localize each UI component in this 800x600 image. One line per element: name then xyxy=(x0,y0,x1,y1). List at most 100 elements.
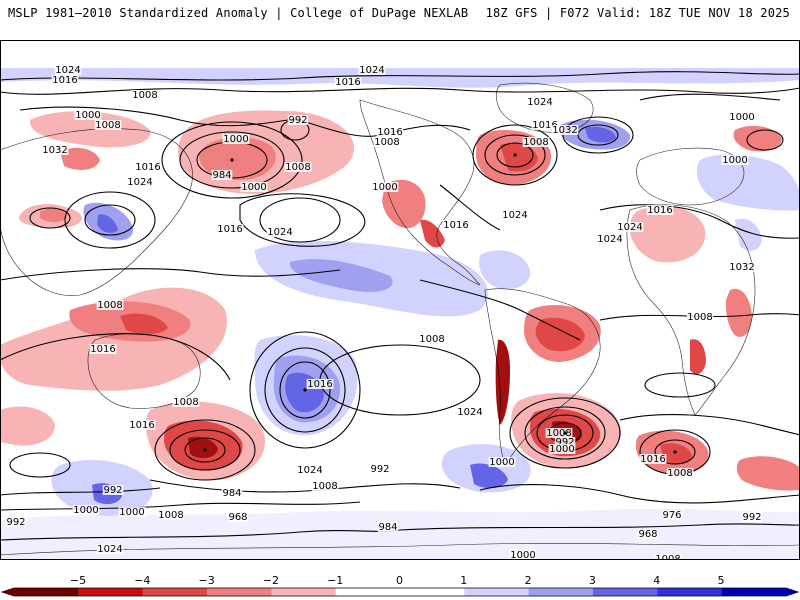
isobar-line xyxy=(0,529,401,541)
negative-anomaly-region xyxy=(495,339,510,425)
isobar-line xyxy=(184,437,226,463)
isobar-label: 1000 xyxy=(240,182,268,193)
isobar-label: 1000 xyxy=(371,182,399,193)
isobar-label: 1000 xyxy=(548,444,576,455)
colorbar-segment xyxy=(335,588,401,596)
isobar-label-bg xyxy=(639,454,667,464)
isobar-label: 1000 xyxy=(488,457,516,468)
isobar-line xyxy=(484,134,546,176)
anomaly-shading xyxy=(0,68,800,560)
isobar-label-bg xyxy=(74,110,102,120)
isobar-label-bg xyxy=(661,510,683,520)
isobar-label: 1008 xyxy=(94,120,122,131)
isobar-label: 1024 xyxy=(296,465,324,476)
isobar-label-text: 1008 xyxy=(95,120,120,131)
negative-anomaly-region xyxy=(0,406,55,446)
isobar-label: 976 xyxy=(661,510,683,521)
isobar-label-text: 1016 xyxy=(377,127,402,138)
continent-outline-north-america xyxy=(359,99,481,286)
isobar-label: 1016 xyxy=(376,127,404,138)
isobar-label-bg xyxy=(5,517,27,527)
negative-anomaly-region xyxy=(660,443,692,465)
isobar-label-text: 1008 xyxy=(546,428,571,439)
isobar-label: 984 xyxy=(377,522,399,533)
pressure-centers xyxy=(203,153,677,454)
isobar-label-text: 976 xyxy=(662,510,681,521)
isobar-label-bg xyxy=(554,437,576,447)
isobar-label: 1024 xyxy=(126,177,154,188)
isobar-label-bg xyxy=(545,428,573,438)
negative-anomaly-region xyxy=(725,288,752,337)
isobar-label-bg xyxy=(637,529,659,539)
isobar-line xyxy=(239,193,366,247)
isobar-label-text: 1000 xyxy=(510,550,535,560)
isobar-label-text: 1032 xyxy=(552,125,577,136)
isobar-label: 984 xyxy=(221,488,243,499)
isobar-label-text: 1024 xyxy=(527,97,552,108)
isobar-label-bg xyxy=(72,505,100,515)
isobar-label-text: 1016 xyxy=(647,205,672,216)
negative-anomaly-region xyxy=(736,456,800,491)
isobar-label-text: 1000 xyxy=(722,155,747,166)
isobar-line xyxy=(29,207,71,229)
isobar-label: 1032 xyxy=(41,145,69,156)
isobar-label: 1000 xyxy=(728,112,756,123)
negative-anomaly-region xyxy=(40,208,68,223)
isobar-label-text: 992 xyxy=(742,512,761,523)
isobar-label-bg xyxy=(41,145,69,155)
isobar-label-bg xyxy=(131,90,159,100)
isobar-label-bg xyxy=(96,300,124,310)
positive-anomaly-region xyxy=(97,214,118,233)
colorbar-tick-label: −1 xyxy=(327,574,343,587)
coastlines xyxy=(0,82,800,556)
isobar-line xyxy=(639,93,781,101)
negative-anomaly-region xyxy=(733,125,782,152)
isobar-label-bg xyxy=(531,120,559,130)
isobar-label-bg xyxy=(522,137,550,147)
isobar-label-text: 1000 xyxy=(223,134,248,145)
colorbar-segments xyxy=(0,587,800,597)
negative-anomaly-region xyxy=(266,111,326,145)
isobar-label: 1008 xyxy=(284,162,312,173)
isobar-label-text: 1008 xyxy=(285,162,310,173)
isobar-label: 1016 xyxy=(134,162,162,173)
isobar-line xyxy=(169,429,241,471)
isobar-line xyxy=(472,124,558,186)
isobar-label: 1008 xyxy=(172,397,200,408)
isobar-label: 1008 xyxy=(654,554,682,560)
isobar-label-text: 1016 xyxy=(443,220,468,231)
isobar-label-text: 1000 xyxy=(372,182,397,193)
isobar-label-bg xyxy=(172,397,200,407)
isobar-label-text: 1024 xyxy=(55,65,80,76)
isobar-label: 1024 xyxy=(596,234,624,245)
isobar-label: 1000 xyxy=(509,550,537,560)
colorbar-segment xyxy=(657,588,723,596)
isobar-line xyxy=(0,268,341,281)
isobar-label-text: 1016 xyxy=(335,77,360,88)
isobar-label: 1016 xyxy=(646,205,674,216)
isobar-label-text: 1032 xyxy=(42,145,67,156)
isobar-label: 1016 xyxy=(89,344,117,355)
isobar-label-bg xyxy=(728,112,756,122)
negative-anomaly-region xyxy=(690,339,706,375)
isobar-label-text: 992 xyxy=(370,464,389,475)
colorbar-tick-label: −3 xyxy=(198,574,214,587)
isobar-line xyxy=(654,439,696,465)
isobar-label-bg xyxy=(442,220,470,230)
isobar-label: 1000 xyxy=(118,507,146,518)
positive-anomaly-region xyxy=(696,154,800,211)
colorbar-legend: −5 −4 −3 −2 −1 0 1 2 3 4 5 xyxy=(0,574,800,597)
isobar-label: 1024 xyxy=(54,65,82,76)
isobar-line xyxy=(0,71,800,81)
isobar-label: 1024 xyxy=(456,407,484,418)
isobar-label: 1008 xyxy=(522,137,550,148)
isobar-label: 1016 xyxy=(128,420,156,431)
colorbar-tick-label: 3 xyxy=(589,574,596,587)
isobar-label-bg xyxy=(526,97,554,107)
continent-outline-asia xyxy=(0,128,193,296)
negative-anomaly-region xyxy=(120,313,168,335)
isobar-label: 992 xyxy=(554,437,576,448)
isobar-label-bg xyxy=(306,379,334,389)
isobar-label-bg xyxy=(376,127,404,137)
isobar-line xyxy=(0,501,361,511)
